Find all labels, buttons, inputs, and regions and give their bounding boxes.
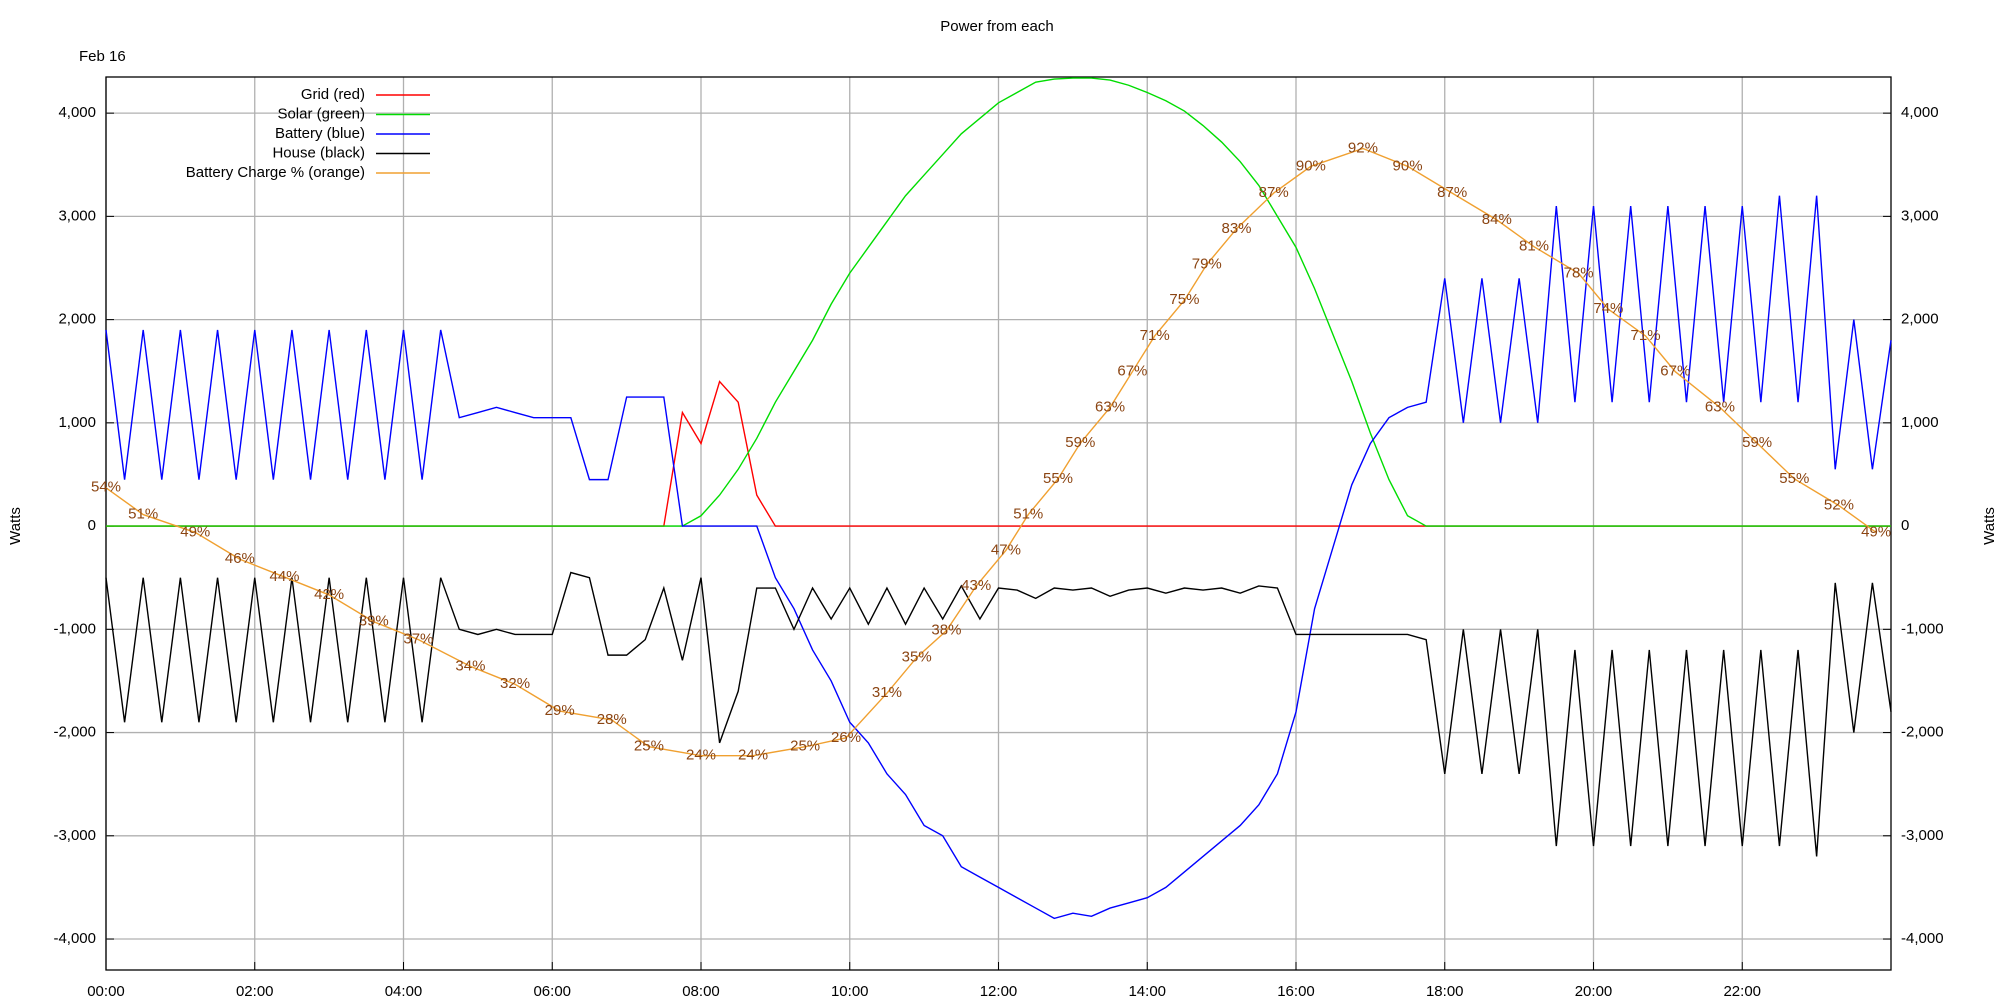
x-tick-label: 02:00	[236, 983, 274, 1000]
chart-subtitle: Feb 16	[79, 48, 126, 65]
x-tick-label: 20:00	[1575, 983, 1613, 1000]
data-label: 90%	[1393, 157, 1423, 174]
data-label: 67%	[1117, 363, 1147, 380]
x-tick-label: 12:00	[980, 983, 1018, 1000]
y2-tick-label: 4,000	[1901, 104, 1939, 121]
data-label: 71%	[1631, 327, 1661, 344]
data-label: 63%	[1705, 398, 1735, 415]
y2-tick-label: -4,000	[1901, 930, 1944, 947]
data-label: 59%	[1065, 434, 1095, 451]
data-label: 55%	[1043, 470, 1073, 487]
data-label: 29%	[545, 702, 575, 719]
series-line	[105, 147, 1877, 757]
legend-label: Battery (blue)	[275, 125, 365, 142]
data-label: 67%	[1660, 363, 1690, 380]
data-label: 63%	[1095, 398, 1125, 415]
data-label: 87%	[1259, 184, 1289, 201]
y-tick-label: -2,000	[53, 724, 96, 741]
y2-axis-label: Watts	[1981, 507, 1998, 545]
y2-tick-label: 1,000	[1901, 414, 1939, 431]
legend-label: House (black)	[272, 144, 365, 161]
data-label: 42%	[314, 586, 344, 603]
data-label: 44%	[269, 568, 299, 585]
x-tick-label: 22:00	[1723, 983, 1761, 1000]
data-label: 28%	[597, 711, 627, 728]
data-label: 34%	[455, 657, 485, 674]
y-tick-label: 0	[88, 517, 96, 534]
data-label: 25%	[634, 738, 664, 755]
y2-tick-label: -3,000	[1901, 827, 1944, 844]
data-label: 71%	[1140, 327, 1170, 344]
data-label: 87%	[1437, 184, 1467, 201]
legend-label: Grid (red)	[301, 86, 365, 103]
data-label: 24%	[686, 747, 716, 764]
x-tick-label: 16:00	[1277, 983, 1315, 1000]
chart-title: Power from each	[940, 18, 1053, 35]
data-label: 51%	[1013, 506, 1043, 523]
data-label: 92%	[1348, 139, 1378, 156]
data-label: 25%	[790, 738, 820, 755]
series-line	[106, 77, 1891, 527]
y-tick-label: -3,000	[53, 827, 96, 844]
plot-frame	[105, 76, 1892, 971]
data-label: 74%	[1593, 300, 1623, 317]
x-tick-label: 18:00	[1426, 983, 1464, 1000]
y-tick-label: 2,000	[58, 311, 96, 328]
data-label: 38%	[931, 622, 961, 639]
y-axis-label: Watts	[7, 507, 24, 545]
data-label: 26%	[831, 729, 861, 746]
series-line	[105, 195, 1892, 920]
x-tick-label: 04:00	[385, 983, 423, 1000]
data-label: 79%	[1192, 255, 1222, 272]
data-label: 59%	[1742, 434, 1772, 451]
data-label: 55%	[1779, 470, 1809, 487]
series-line	[105, 571, 1892, 857]
data-label: 49%	[180, 523, 210, 540]
data-label: 54%	[91, 479, 121, 496]
data-label: 78%	[1564, 264, 1594, 281]
y2-tick-label: -2,000	[1901, 724, 1944, 741]
data-label: 81%	[1519, 238, 1549, 255]
y2-tick-label: 0	[1901, 517, 1909, 534]
data-label: 52%	[1824, 497, 1854, 514]
data-label: 83%	[1221, 220, 1251, 237]
data-label: 49%	[1861, 523, 1891, 540]
x-tick-label: 00:00	[87, 983, 125, 1000]
data-label: 31%	[872, 684, 902, 701]
data-label: 35%	[902, 648, 932, 665]
data-label: 84%	[1482, 211, 1512, 228]
x-tick-label: 10:00	[831, 983, 869, 1000]
legend-label: Battery Charge % (orange)	[186, 164, 365, 181]
data-label: 39%	[359, 613, 389, 630]
y-tick-label: 4,000	[58, 104, 96, 121]
data-label: 37%	[403, 631, 433, 648]
x-tick-label: 08:00	[682, 983, 720, 1000]
data-label: 90%	[1296, 157, 1326, 174]
data-label: 32%	[500, 675, 530, 692]
x-tick-label: 14:00	[1128, 983, 1166, 1000]
y-tick-label: 1,000	[58, 414, 96, 431]
y-tick-label: -1,000	[53, 620, 96, 637]
y-tick-label: -4,000	[53, 930, 96, 947]
x-tick-label: 06:00	[533, 983, 571, 1000]
legend-label: Solar (green)	[277, 105, 365, 122]
y-tick-label: 3,000	[58, 207, 96, 224]
y2-tick-label: 3,000	[1901, 207, 1939, 224]
data-label: 24%	[738, 747, 768, 764]
y2-tick-label: 2,000	[1901, 311, 1939, 328]
data-label: 46%	[225, 550, 255, 567]
data-label: 75%	[1169, 291, 1199, 308]
data-label: 51%	[128, 506, 158, 523]
data-label: 43%	[961, 577, 991, 594]
y2-tick-label: -1,000	[1901, 620, 1944, 637]
data-label: 47%	[991, 541, 1021, 558]
